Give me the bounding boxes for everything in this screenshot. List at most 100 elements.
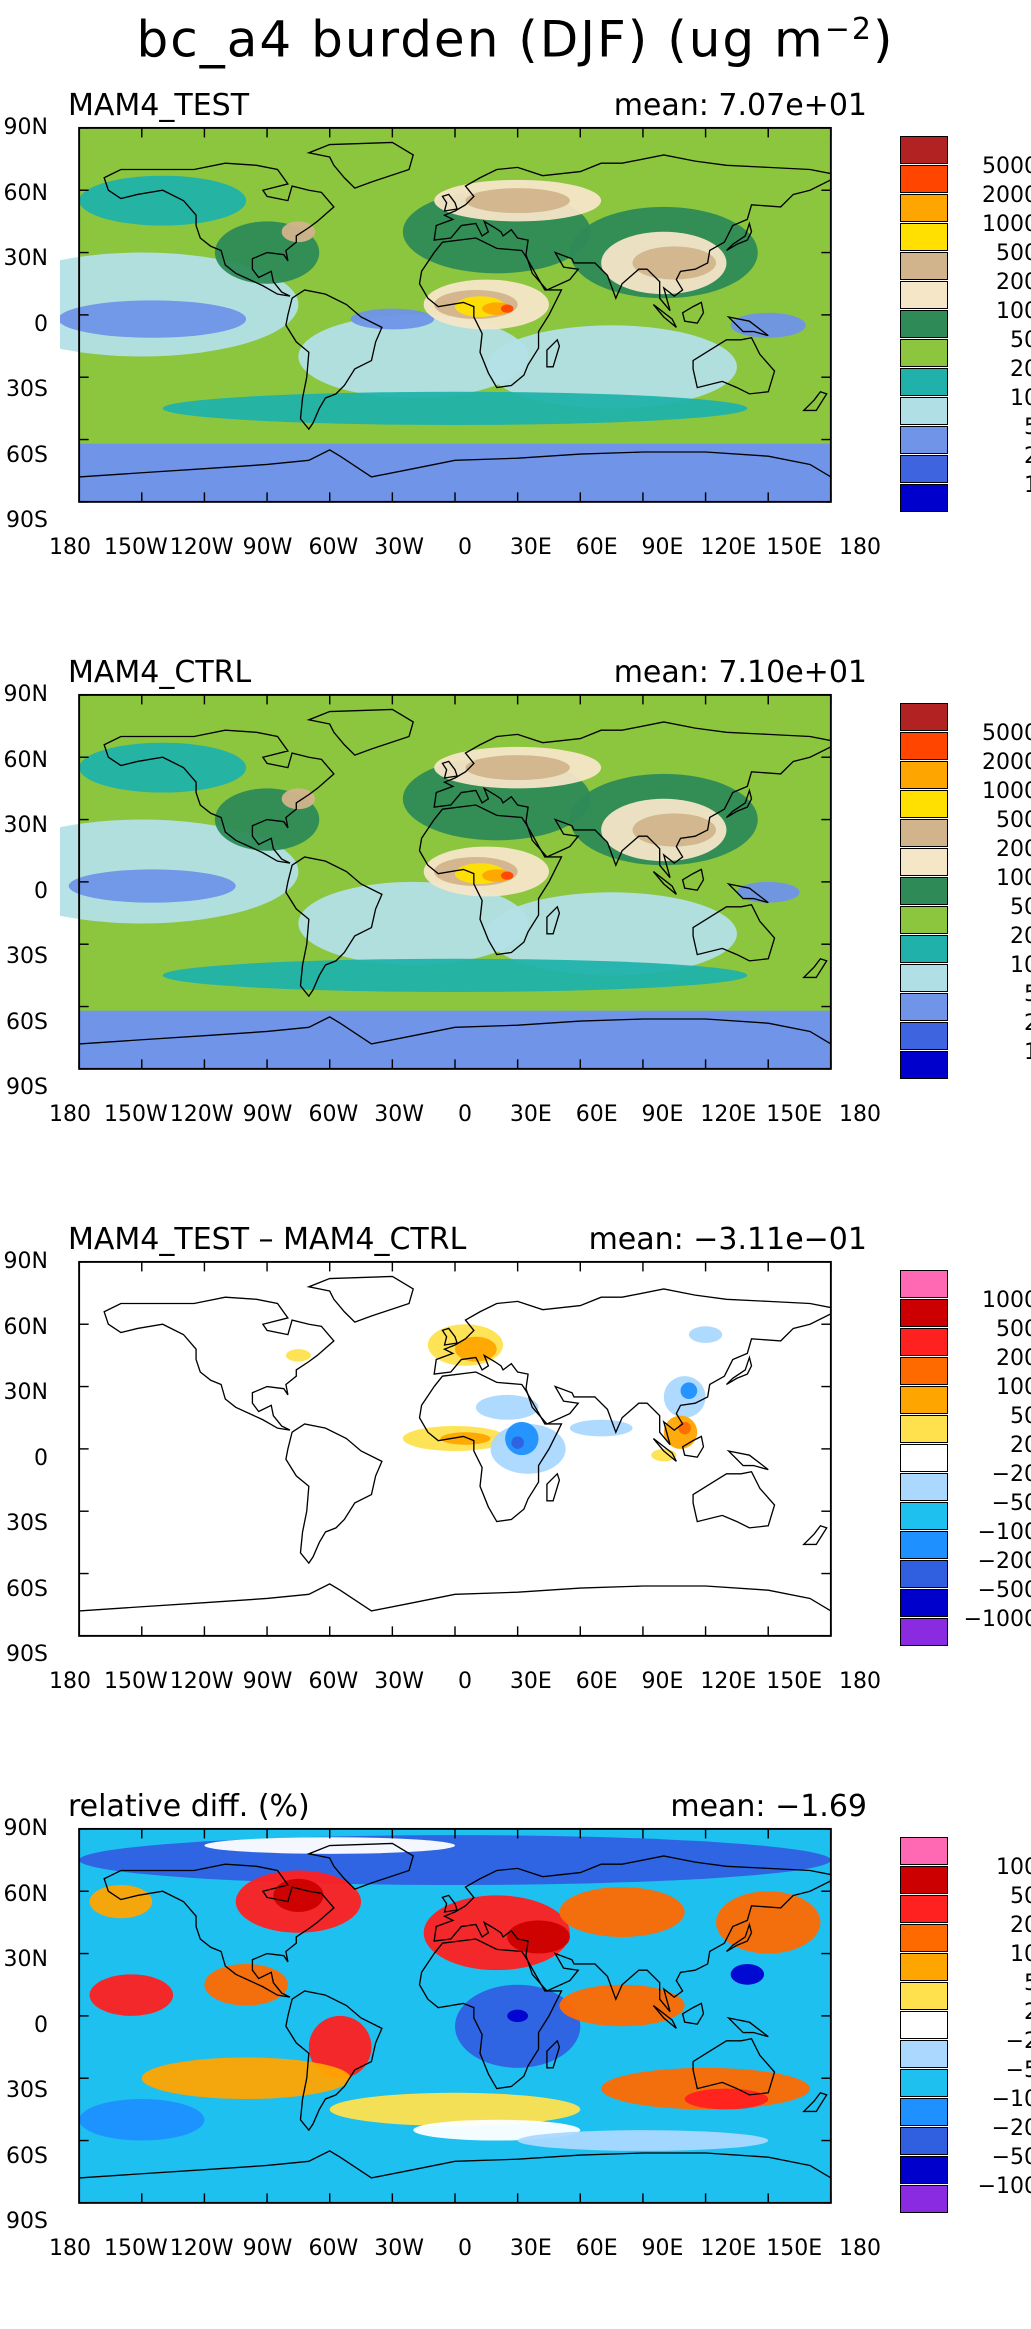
- coastline-borneo: [681, 1435, 705, 1458]
- map-plot: [60, 126, 832, 503]
- x-axis-label: 30E: [509, 1102, 552, 1127]
- coastline-north-america: [103, 1863, 335, 1998]
- contour-region: [632, 246, 717, 280]
- coastline-antarctica: [79, 1583, 832, 1612]
- x-axis-label: 30W: [374, 1669, 425, 1694]
- legend-label: 10: [1010, 1942, 1031, 1967]
- y-axis-label: 60N: [3, 1881, 48, 1907]
- legend-swatch: [900, 1895, 948, 1923]
- x-axis-label: 60E: [575, 1669, 618, 1694]
- legend-swatch: [900, 877, 948, 905]
- legend-swatch: [900, 1051, 948, 1079]
- contour-region: [79, 2098, 205, 2141]
- legend-label: −1000: [963, 1607, 1031, 1632]
- contour-region: [455, 1336, 497, 1362]
- y-axis-label: 30S: [6, 2078, 48, 2103]
- contour-region: [89, 1884, 153, 1919]
- coastline-greenland: [306, 1842, 415, 1890]
- x-axis-label: 0: [458, 1102, 472, 1127]
- coastline-borneo: [681, 301, 705, 324]
- contour-region: [455, 1984, 581, 2068]
- legend-swatch: [900, 1357, 948, 1385]
- legend-label: 1000: [982, 779, 1031, 804]
- contour-region: [162, 958, 748, 993]
- legend-swatch: [900, 1386, 948, 1414]
- map-panel-diff: MAM4_TEST – MAM4_CTRL mean: −3.11e−01 90N 6…: [0, 1222, 1031, 1762]
- legend-label: 20: [1010, 357, 1031, 382]
- legend-label: 200: [996, 1346, 1031, 1371]
- legend-swatch: [900, 732, 948, 760]
- legend-swatch: [900, 1531, 948, 1559]
- coastline-borneo: [681, 2002, 705, 2025]
- contour-region: [79, 1835, 831, 1885]
- x-axis-label: 180: [839, 2236, 881, 2261]
- legend-swatch: [900, 1866, 948, 1894]
- x-axis-label: 150E: [766, 535, 823, 560]
- contour-region: [162, 391, 748, 426]
- coastline-madagascar: [546, 338, 561, 368]
- legend-label: 100: [996, 1375, 1031, 1400]
- y-axis-label: 90N: [3, 1816, 48, 1841]
- contour-region: [298, 314, 529, 398]
- y-axis-label: 60S: [6, 442, 48, 468]
- coastline-new-guinea: [726, 315, 769, 337]
- panel-mean: mean: 7.10e+01: [613, 655, 867, 690]
- contour-region: [68, 869, 236, 903]
- legend-label: 50: [1010, 328, 1031, 353]
- coastline-north-america: [103, 729, 335, 864]
- contour-region: [678, 1421, 691, 1435]
- legend-label: −2: [1005, 2029, 1031, 2054]
- x-axis-label: 90W: [242, 1102, 293, 1127]
- contour-region: [298, 881, 529, 965]
- legend-label: 2000: [982, 183, 1031, 208]
- coastline-uk: [441, 1327, 458, 1346]
- y-axis-label: 90N: [3, 1249, 48, 1274]
- contour-region: [507, 1920, 570, 1954]
- coastline-new-guinea: [726, 1449, 769, 1471]
- legend-swatch: [900, 281, 948, 309]
- contour-region: [281, 221, 316, 243]
- coastline-new-zealand: [802, 2091, 828, 2113]
- contour-region: [79, 742, 247, 793]
- contour-region: [475, 1394, 539, 1420]
- coastline-south-america: [285, 1423, 383, 1565]
- y-axis-label: 90S: [6, 508, 48, 533]
- legend-swatch: [900, 426, 948, 454]
- southern-ocean-band: [79, 443, 831, 502]
- contour-region: [511, 1436, 524, 1449]
- legend-label: 50: [1010, 1404, 1031, 1429]
- legend-swatch: [900, 993, 948, 1021]
- coastline-antarctica: [79, 449, 832, 478]
- coastline-africa: [418, 804, 563, 956]
- figure-title: bc_a4 burden (DJF) (ug m−2): [136, 10, 895, 69]
- x-axis-label: 120W: [169, 1102, 234, 1127]
- contour-region: [79, 175, 247, 226]
- legend-swatch: [900, 136, 948, 164]
- panel-mean: mean: 7.07e+01: [613, 88, 867, 123]
- x-axis-label: 60W: [308, 1102, 359, 1127]
- legend-label: −10: [991, 2087, 1031, 2112]
- coastline-greenland: [306, 708, 415, 756]
- contour-region: [569, 1419, 633, 1437]
- legend-label: −20: [991, 1462, 1031, 1487]
- coastline-eurasia: [433, 154, 832, 312]
- legend-swatch: [900, 1328, 948, 1356]
- coastline-greenland: [306, 141, 415, 189]
- coastline-uk: [441, 760, 458, 779]
- legend-label: 20: [1010, 924, 1031, 949]
- x-axis-label: 180: [49, 535, 91, 560]
- coastline-antarctica: [79, 1016, 832, 1045]
- contour-region: [141, 2057, 351, 2099]
- legend-swatch: [900, 2156, 948, 2184]
- legend-swatch: [900, 790, 948, 818]
- coastline-eurasia: [433, 1288, 832, 1446]
- map-panel-rel: relative diff. (%) mean: −1.69 90N 60N 30N 0 3…: [0, 1789, 1031, 2329]
- legend-label: 20: [1010, 1913, 1031, 1938]
- coastline-japan: [726, 1922, 753, 1953]
- map-panel-ctrl: MAM4_CTRL mean: 7.10e+01 90N 60N 30N 0 30S 60S 9…: [0, 655, 1031, 1195]
- legend-label: 500: [996, 808, 1031, 833]
- legend-label: 500: [996, 1317, 1031, 1342]
- panel-mean: mean: −1.69: [670, 1789, 867, 1824]
- legend-swatch: [900, 368, 948, 396]
- coastline-north-america: [103, 1296, 335, 1431]
